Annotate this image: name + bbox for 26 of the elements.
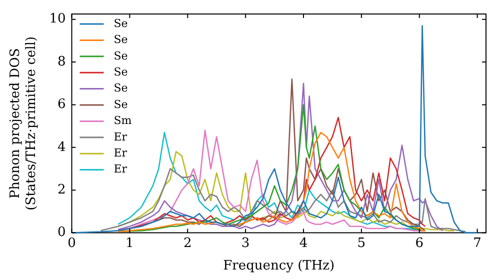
legend-label: Sm [114,114,132,128]
legend-label: Se [114,65,128,78]
legend-label: Se [114,98,128,111]
legend-label: Se [114,82,128,95]
y-tick-label: 8 [57,54,66,70]
legend-label: Er [114,162,128,176]
y-tick-label: 10 [49,12,66,27]
legend-label: Er [114,130,128,144]
legend-label: Er [114,146,128,160]
y-tick-label: 4 [57,140,66,155]
y-axis-title: Phonon projected DOS (States/THz·primitive cell) [8,36,39,210]
y-tick-label: 6 [57,97,66,112]
x-tick-label: 6 [415,236,424,251]
y-tick-label: 0 [57,225,66,240]
x-tick-label: 5 [357,236,366,251]
x-tick-label: 0 [68,236,76,251]
x-tick-label: 7 [473,236,482,251]
legend-label: Se [114,33,128,46]
y-tick-label: 2 [57,182,66,198]
x-axis-title: Frequency (THz) [223,258,335,274]
legend-label: Se [114,16,128,30]
x-tick-label: 3 [241,236,250,251]
legend-label: Se [114,49,128,62]
x-tick-label: 1 [126,236,134,251]
x-tick-label: 4 [299,236,308,251]
x-tick-label: 2 [183,236,192,251]
